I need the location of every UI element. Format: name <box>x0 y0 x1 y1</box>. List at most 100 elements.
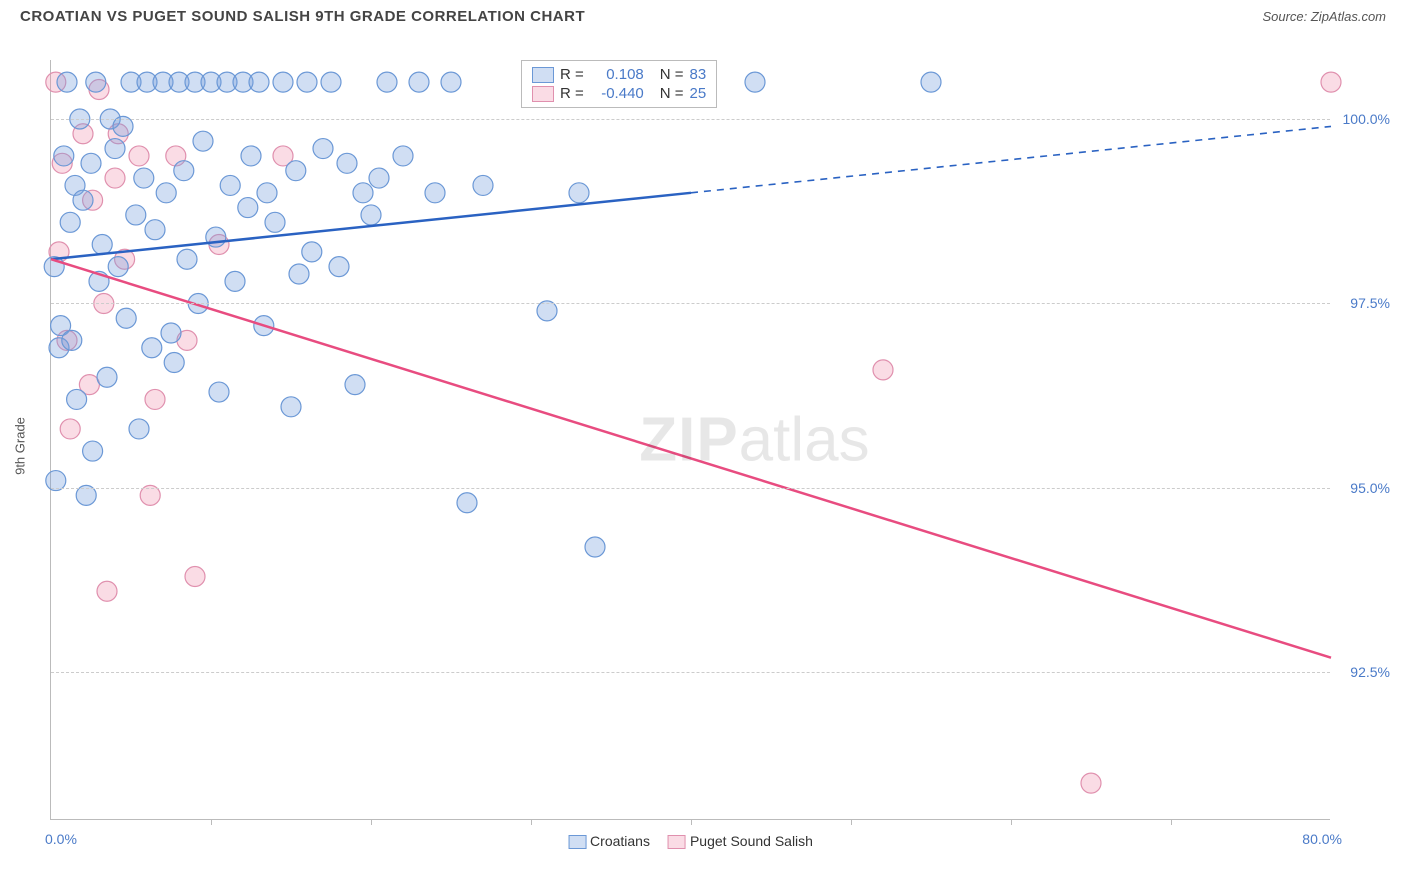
legend-n-label: N = <box>660 85 684 102</box>
legend-r-label: R = <box>560 66 584 83</box>
y-tick-label: 95.0% <box>1350 480 1390 496</box>
series-legend: Croatians Puget Sound Salish <box>568 833 813 849</box>
legend-r-label: R = <box>560 85 584 102</box>
scatter-point-croatians <box>249 72 269 92</box>
scatter-point-croatians <box>161 323 181 343</box>
scatter-point-croatians <box>81 153 101 173</box>
scatter-point-croatians <box>164 353 184 373</box>
scatter-point-croatians <box>60 212 80 232</box>
scatter-point-croatians <box>281 397 301 417</box>
legend-row-croatians: R = 0.108 N = 83 <box>532 65 706 84</box>
legend-label: Croatians <box>590 833 650 849</box>
scatter-point-salish <box>873 360 893 380</box>
scatter-point-croatians <box>126 205 146 225</box>
legend-n-label: N = <box>660 66 684 83</box>
x-tick <box>851 819 852 825</box>
scatter-point-croatians <box>745 72 765 92</box>
scatter-point-croatians <box>345 375 365 395</box>
x-tick <box>371 819 372 825</box>
scatter-point-croatians <box>377 72 397 92</box>
chart-source: Source: ZipAtlas.com <box>1262 9 1386 24</box>
scatter-point-salish <box>60 419 80 439</box>
legend-label: Puget Sound Salish <box>690 833 813 849</box>
legend-swatch-salish <box>668 835 686 849</box>
correlation-legend: R = 0.108 N = 83 R = -0.440 N = 25 <box>521 60 717 108</box>
legend-row-salish: R = -0.440 N = 25 <box>532 84 706 103</box>
scatter-point-croatians <box>353 183 373 203</box>
scatter-point-croatians <box>134 168 154 188</box>
scatter-point-croatians <box>473 175 493 195</box>
scatter-point-croatians <box>108 257 128 277</box>
scatter-point-croatians <box>273 72 293 92</box>
scatter-point-croatians <box>83 441 103 461</box>
scatter-point-croatians <box>286 161 306 181</box>
gridline-h <box>51 488 1330 489</box>
scatter-point-croatians <box>241 146 261 166</box>
scatter-point-croatians <box>289 264 309 284</box>
scatter-point-croatians <box>569 183 589 203</box>
gridline-h <box>51 303 1330 304</box>
scatter-point-croatians <box>54 146 74 166</box>
scatter-point-croatians <box>209 382 229 402</box>
scatter-point-croatians <box>105 139 125 159</box>
scatter-point-croatians <box>220 175 240 195</box>
y-tick-label: 92.5% <box>1350 664 1390 680</box>
trend-line-salish <box>51 259 1331 657</box>
scatter-point-croatians <box>441 72 461 92</box>
legend-n-value: 83 <box>690 66 707 83</box>
scatter-point-croatians <box>361 205 381 225</box>
scatter-point-croatians <box>142 338 162 358</box>
legend-swatch-croatians <box>568 835 586 849</box>
scatter-point-croatians <box>116 308 136 328</box>
scatter-point-croatians <box>409 72 429 92</box>
scatter-point-croatians <box>425 183 445 203</box>
scatter-point-croatians <box>129 419 149 439</box>
scatter-point-salish <box>129 146 149 166</box>
scatter-point-croatians <box>257 183 277 203</box>
legend-n-value: 25 <box>690 85 707 102</box>
scatter-point-croatians <box>329 257 349 277</box>
scatter-point-salish <box>1321 72 1341 92</box>
scatter-point-croatians <box>73 190 93 210</box>
scatter-point-croatians <box>238 198 258 218</box>
chart-header: CROATIAN VS PUGET SOUND SALISH 9TH GRADE… <box>0 0 1406 29</box>
scatter-point-salish <box>97 581 117 601</box>
scatter-point-croatians <box>297 72 317 92</box>
scatter-point-croatians <box>321 72 341 92</box>
legend-r-value: 0.108 <box>590 66 644 83</box>
gridline-h <box>51 672 1330 673</box>
scatter-point-croatians <box>225 271 245 291</box>
legend-item-croatians: Croatians <box>568 833 650 849</box>
legend-r-value: -0.440 <box>590 85 644 102</box>
chart-svg <box>51 60 1330 819</box>
scatter-point-croatians <box>457 493 477 513</box>
chart-plot-area: ZIPatlas R =0.108N =83R =-0.440N =25 Cro… <box>50 60 1330 820</box>
x-tick <box>1011 819 1012 825</box>
scatter-point-salish <box>145 389 165 409</box>
scatter-point-salish <box>1081 773 1101 793</box>
scatter-point-croatians <box>313 139 333 159</box>
scatter-point-croatians <box>921 72 941 92</box>
scatter-point-croatians <box>337 153 357 173</box>
scatter-point-croatians <box>393 146 413 166</box>
scatter-point-croatians <box>62 330 82 350</box>
x-axis-min-label: 0.0% <box>45 831 77 847</box>
x-axis-max-label: 80.0% <box>1302 831 1342 847</box>
x-tick <box>691 819 692 825</box>
y-tick-label: 100.0% <box>1343 111 1390 127</box>
scatter-point-croatians <box>67 389 87 409</box>
scatter-point-croatians <box>369 168 389 188</box>
legend-item-salish: Puget Sound Salish <box>668 833 813 849</box>
x-tick <box>211 819 212 825</box>
scatter-point-salish <box>185 567 205 587</box>
legend-swatch-salish <box>532 86 554 102</box>
scatter-point-croatians <box>265 212 285 232</box>
scatter-point-croatians <box>302 242 322 262</box>
scatter-point-croatians <box>145 220 165 240</box>
chart-title: CROATIAN VS PUGET SOUND SALISH 9TH GRADE… <box>20 8 585 25</box>
scatter-point-salish <box>105 168 125 188</box>
scatter-point-croatians <box>86 72 106 92</box>
scatter-point-croatians <box>193 131 213 151</box>
legend-swatch-croatians <box>532 67 554 83</box>
trend-line-croatians-dashed <box>691 126 1331 192</box>
